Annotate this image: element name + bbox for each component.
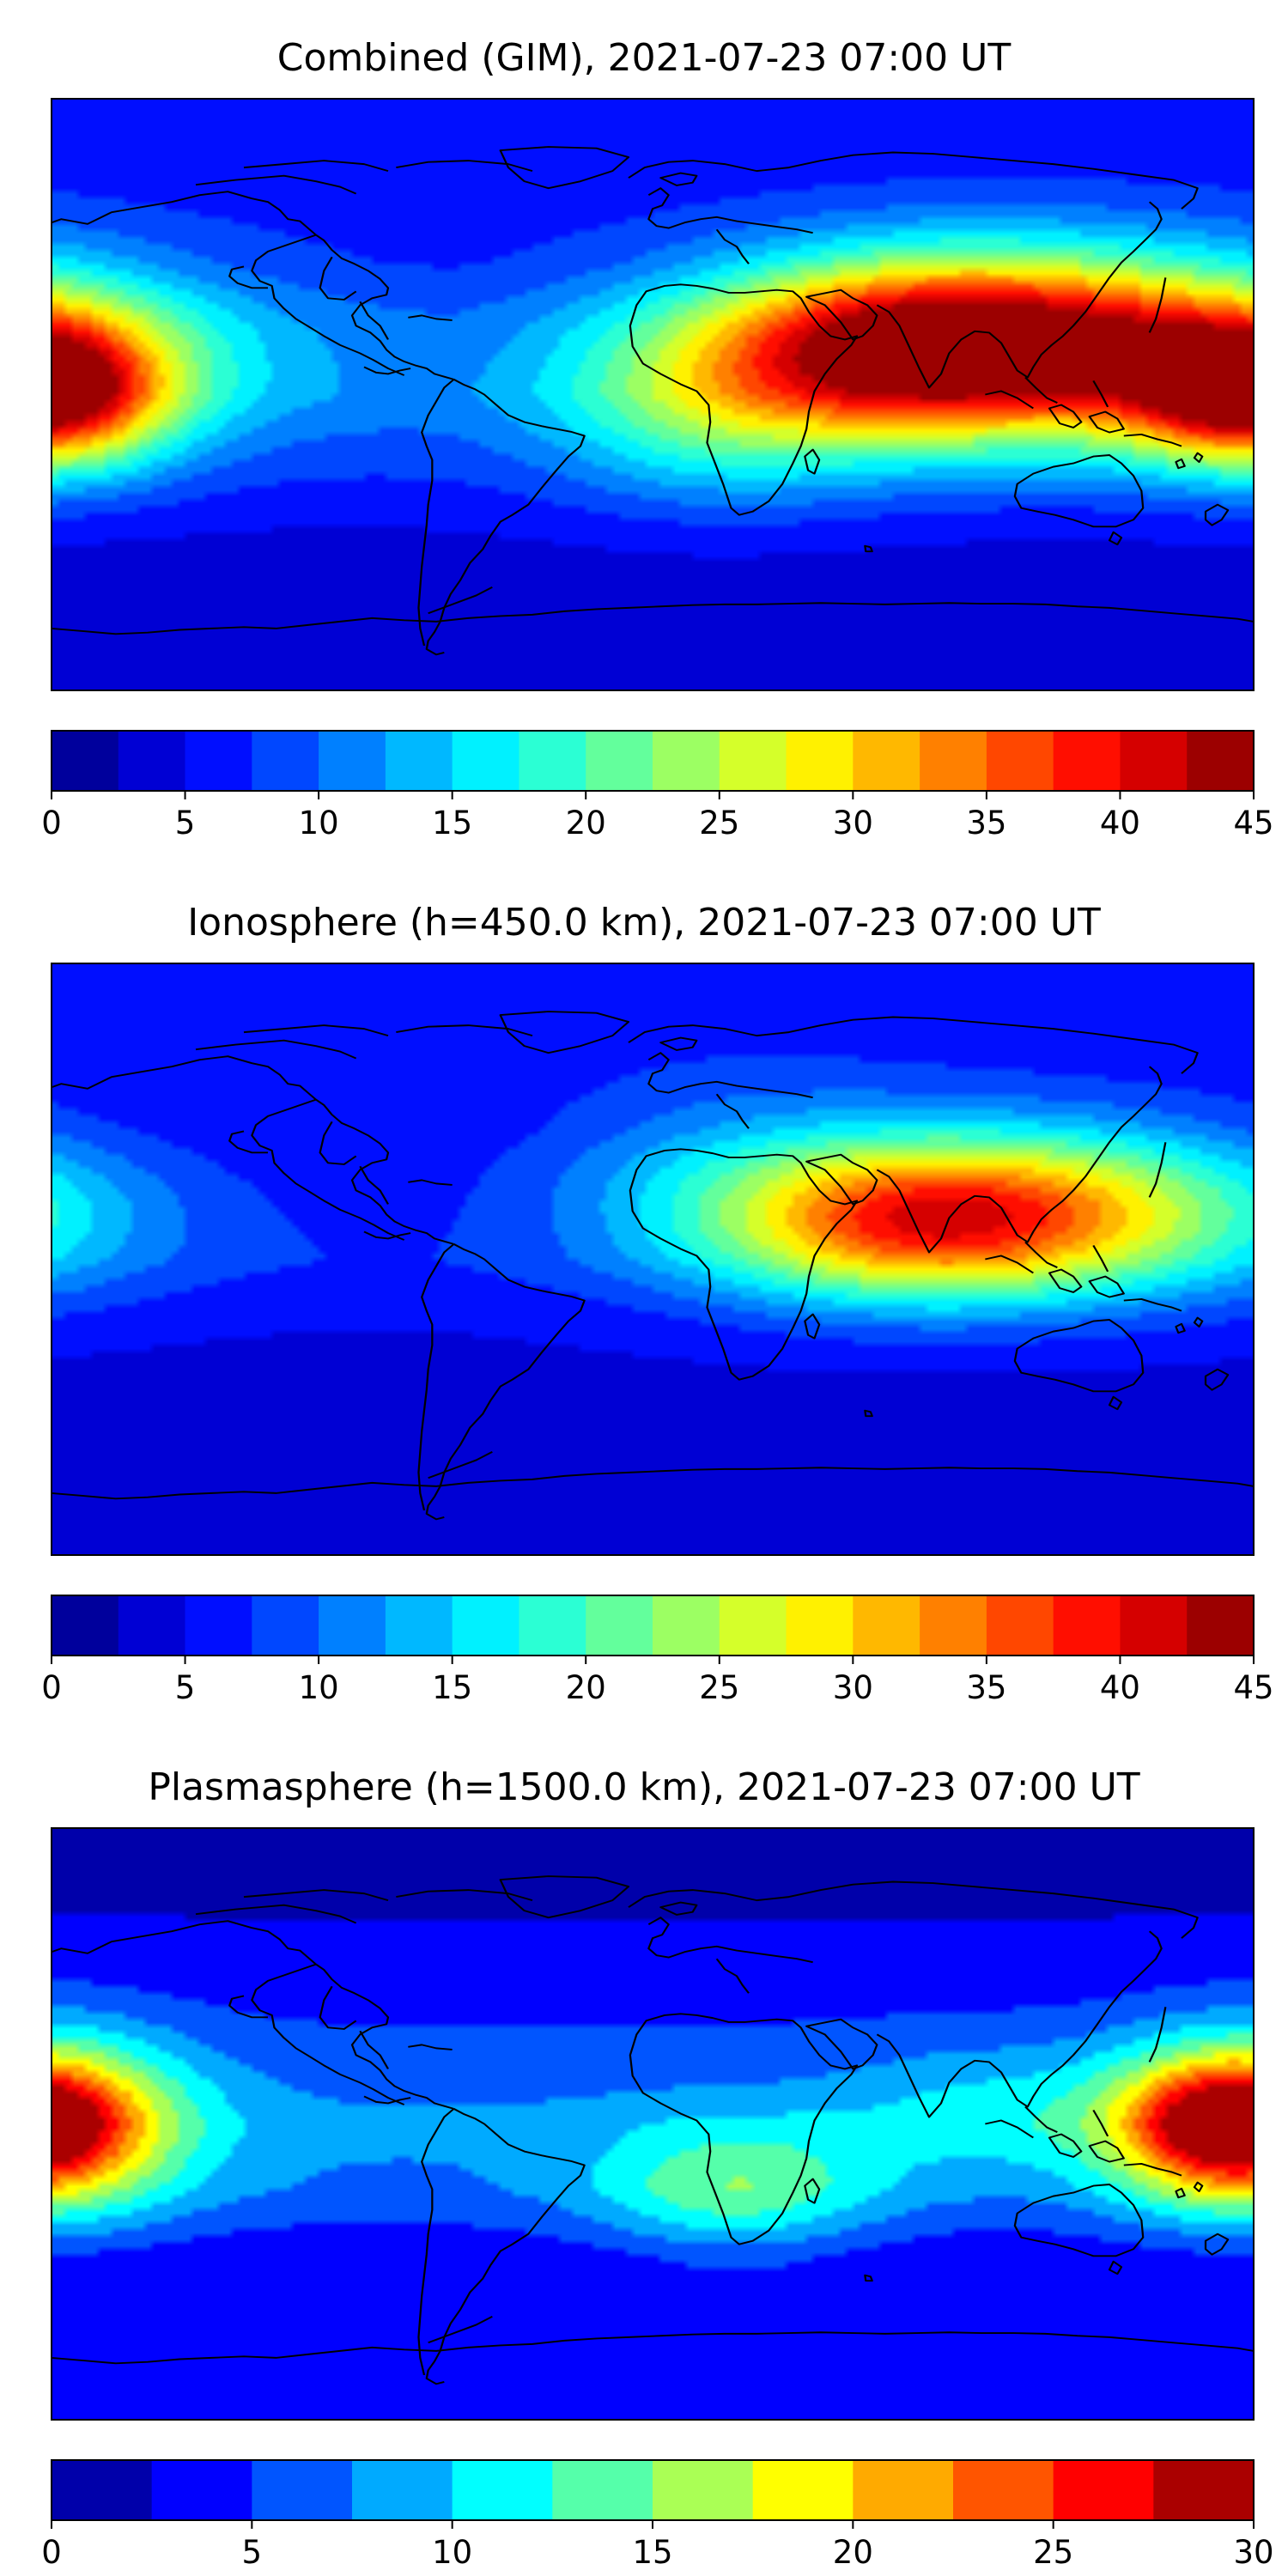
colorbar-tick-label: 15 — [432, 1669, 472, 1706]
colorbar-tick-label: 20 — [833, 2534, 873, 2571]
colorbar-tick-label: 25 — [699, 1669, 739, 1706]
colorbar-segment — [52, 2460, 153, 2520]
colorbar-segment — [853, 1595, 920, 1656]
colorbar-segment — [118, 1595, 186, 1656]
colorbar-segment — [786, 731, 854, 791]
colorbar-segment — [352, 2460, 453, 2520]
colorbar-segment — [719, 731, 787, 791]
colorbar-segment — [151, 2460, 252, 2520]
map-frame-2 — [51, 1827, 1255, 2421]
colorbar-segment — [252, 2460, 353, 2520]
colorbar-segment — [986, 1595, 1054, 1656]
colorbar-tick-label: 25 — [1033, 2534, 1073, 2571]
colorbar-segment — [1153, 2460, 1255, 2520]
colorbar-tick-label: 0 — [41, 805, 62, 841]
colorbar-segment — [52, 731, 119, 791]
panel-title-ionosphere: Ionosphere (h=450.0 km), 2021-07-23 07:0… — [187, 901, 1101, 945]
colorbar-segment — [586, 1595, 653, 1656]
colorbar-segment — [719, 1595, 787, 1656]
map-field-1 — [52, 963, 1254, 1555]
colorbar-segment — [920, 1595, 987, 1656]
colorbar-segment — [1187, 1595, 1255, 1656]
colorbar-segment — [853, 731, 920, 791]
colorbar-segment — [519, 1595, 586, 1656]
colorbar-segment — [1053, 1595, 1121, 1656]
colorbar-tick-label: 5 — [242, 2534, 263, 2571]
colorbar-tick-label: 15 — [432, 805, 472, 841]
colorbar-tick-label: 15 — [632, 2534, 672, 2571]
map-frame-1 — [51, 963, 1255, 1556]
colorbar-segment — [452, 1595, 520, 1656]
panel-title-combined: Combined (GIM), 2021-07-23 07:00 UT — [276, 36, 1012, 80]
colorbar-tick-label: 45 — [1233, 1669, 1273, 1706]
colorbar-segment — [920, 731, 987, 791]
colorbar-tick-label: 10 — [432, 2534, 472, 2571]
colorbar-tick-label: 25 — [699, 805, 739, 841]
map-frame-0 — [51, 98, 1255, 691]
colorbar-frame — [51, 1595, 1255, 1656]
colorbar-tick-label: 30 — [833, 1669, 873, 1706]
colorbar-tick-label: 20 — [566, 1669, 606, 1706]
colorbar-tick-label: 0 — [41, 2534, 62, 2571]
colorbar-segment — [519, 731, 586, 791]
colorbar-tick-label: 30 — [1233, 2534, 1273, 2571]
colorbar-segment — [953, 2460, 1054, 2520]
colorbar-segment — [1187, 731, 1255, 791]
colorbar-tick-label: 10 — [299, 1669, 339, 1706]
colorbar-tick-label: 20 — [566, 805, 606, 841]
panel-title-plasmasphere: Plasmasphere (h=1500.0 km), 2021-07-23 0… — [148, 1765, 1140, 1809]
colorbar-tick-label: 5 — [175, 1669, 196, 1706]
colorbar-segment — [586, 731, 653, 791]
colorbar-segment — [653, 1595, 720, 1656]
colorbar-segment — [752, 2460, 854, 2520]
colorbar-segment — [319, 731, 386, 791]
colorbar-tick-label: 0 — [41, 1669, 62, 1706]
colorbar-segment — [1120, 1595, 1188, 1656]
colorbar-segment — [1053, 2460, 1154, 2520]
colorbar-frame — [51, 730, 1255, 792]
colorbar-segment — [118, 731, 186, 791]
colorbar-tick-label: 45 — [1233, 805, 1273, 841]
colorbar-segment — [185, 731, 252, 791]
map-field-2 — [52, 1828, 1254, 2420]
colorbar-segment — [452, 731, 520, 791]
colorbar-segment — [385, 1595, 453, 1656]
colorbar-segment — [252, 731, 319, 791]
colorbar-segment — [185, 1595, 252, 1656]
map-field-0 — [52, 99, 1254, 690]
colorbar-segment — [252, 1595, 319, 1656]
colorbar-segment — [853, 2460, 954, 2520]
colorbar-segment — [319, 1595, 386, 1656]
colorbar-segment — [452, 2460, 553, 2520]
colorbar-tick-label: 5 — [175, 805, 196, 841]
colorbar-segment — [786, 1595, 854, 1656]
colorbar-tick-label: 35 — [966, 1669, 1006, 1706]
colorbar-segment — [385, 731, 453, 791]
colorbar-tick-label: 40 — [1100, 1669, 1140, 1706]
colorbar-segment — [1053, 731, 1121, 791]
colorbar-segment — [1120, 731, 1188, 791]
colorbar-tick-label: 30 — [833, 805, 873, 841]
colorbar-tick-label: 10 — [299, 805, 339, 841]
colorbar-segment — [52, 1595, 119, 1656]
colorbar-segment — [552, 2460, 653, 2520]
colorbar-tick-label: 35 — [966, 805, 1006, 841]
colorbar-segment — [653, 2460, 754, 2520]
colorbar-segment — [653, 731, 720, 791]
colorbar-segment — [986, 731, 1054, 791]
colorbar-tick-label: 40 — [1100, 805, 1140, 841]
